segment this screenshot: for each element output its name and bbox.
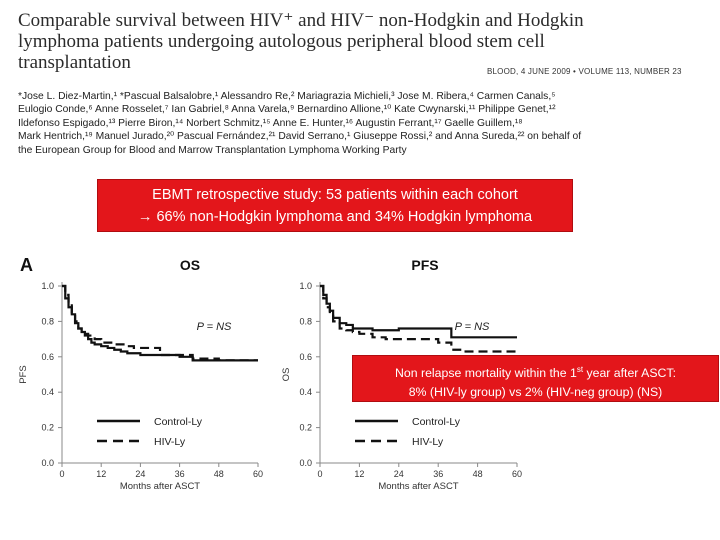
title-line-3: transplantation (18, 52, 131, 73)
series-line-hiv-ly (320, 284, 517, 353)
x-tick-label: 60 (512, 469, 522, 479)
author-line: *Jose L. Diez-Martin,¹ *Pascual Balsalob… (18, 91, 556, 102)
y-tick-label: 0.8 (299, 316, 312, 326)
panel-letter: A (20, 255, 33, 275)
nrm-line-1: Non relapse mortality within the 1st yea… (395, 365, 676, 381)
study-callout: EBMT retrospective study: 53 patients wi… (97, 179, 573, 232)
x-tick-label: 12 (96, 469, 106, 479)
x-tick-label: 0 (317, 469, 322, 479)
y-tick-label: 0.0 (41, 458, 54, 468)
nrm-callout: Non relapse mortality within the 1st yea… (352, 355, 719, 402)
y-axis-label: OS (281, 368, 292, 382)
journal-citation: BLOOD, 4 JUNE 2009 • VOLUME 113, NUMBER … (487, 67, 682, 76)
x-axis-label: Months after ASCT (378, 481, 458, 492)
x-axis-label: Months after ASCT (120, 481, 200, 492)
author-line: Mark Hentrich,¹⁹ Manuel Jurado,²⁰ Pascua… (18, 131, 582, 143)
chart-title: PFS (411, 257, 438, 273)
legend-label: HIV-Ly (154, 436, 186, 448)
x-tick-label: 12 (354, 469, 364, 479)
article-title: Comparable survival between HIV⁺ and HIV… (18, 10, 618, 73)
callout-line-2: → 66% non-Hodgkin lymphoma and 34% Hodgk… (137, 209, 533, 225)
series-line-hiv-ly (62, 284, 258, 362)
y-tick-label: 1.0 (299, 281, 312, 291)
legend-label: Control-Ly (154, 416, 203, 428)
x-tick-label: 60 (253, 469, 263, 479)
y-tick-label: 0.6 (41, 352, 54, 362)
x-tick-label: 24 (135, 469, 145, 479)
y-tick-label: 0.2 (299, 423, 312, 433)
title-line-1: Comparable survival between HIV⁺ and HIV… (18, 10, 584, 31)
series-line-control-ly (320, 284, 517, 339)
legend-label: HIV-Ly (412, 436, 444, 448)
p-value-annotation: P = NS (197, 321, 232, 333)
nrm-line-2: 8% (HIV-ly group) vs 2% (HIV-neg group) … (408, 385, 663, 400)
p-value-annotation: P = NS (455, 321, 490, 333)
x-tick-label: 48 (214, 469, 224, 479)
x-tick-label: 48 (473, 469, 483, 479)
author-line: the European Group for Blood and Marrow … (18, 144, 407, 156)
author-line: Ildefonso Espigado,¹³ Pierre Biron,¹⁴ No… (18, 117, 523, 129)
y-tick-label: 1.0 (41, 281, 54, 291)
title-line-2: lymphoma patients undergoing autologous … (18, 31, 545, 52)
y-tick-label: 0.4 (41, 387, 54, 397)
x-tick-label: 36 (433, 469, 443, 479)
y-tick-label: 0.8 (41, 316, 54, 326)
y-tick-label: 0.2 (41, 423, 54, 433)
legend-label: Control-Ly (412, 416, 461, 428)
author-list: *Jose L. Diez-Martin,¹ *Pascual Balsalob… (18, 90, 708, 157)
x-tick-label: 36 (175, 469, 185, 479)
author-line: Eulogio Conde,⁶ Anne Rosselet,⁷ Ian Gabr… (18, 104, 556, 116)
x-tick-label: 24 (394, 469, 404, 479)
y-tick-label: 0.6 (299, 352, 312, 362)
callout-line-1: EBMT retrospective study: 53 patients wi… (152, 187, 518, 203)
y-tick-label: 0.0 (299, 458, 312, 468)
chart-title: OS (180, 257, 200, 273)
x-tick-label: 0 (59, 469, 64, 479)
y-tick-label: 0.4 (299, 387, 312, 397)
y-axis-label: PFS (18, 365, 29, 383)
